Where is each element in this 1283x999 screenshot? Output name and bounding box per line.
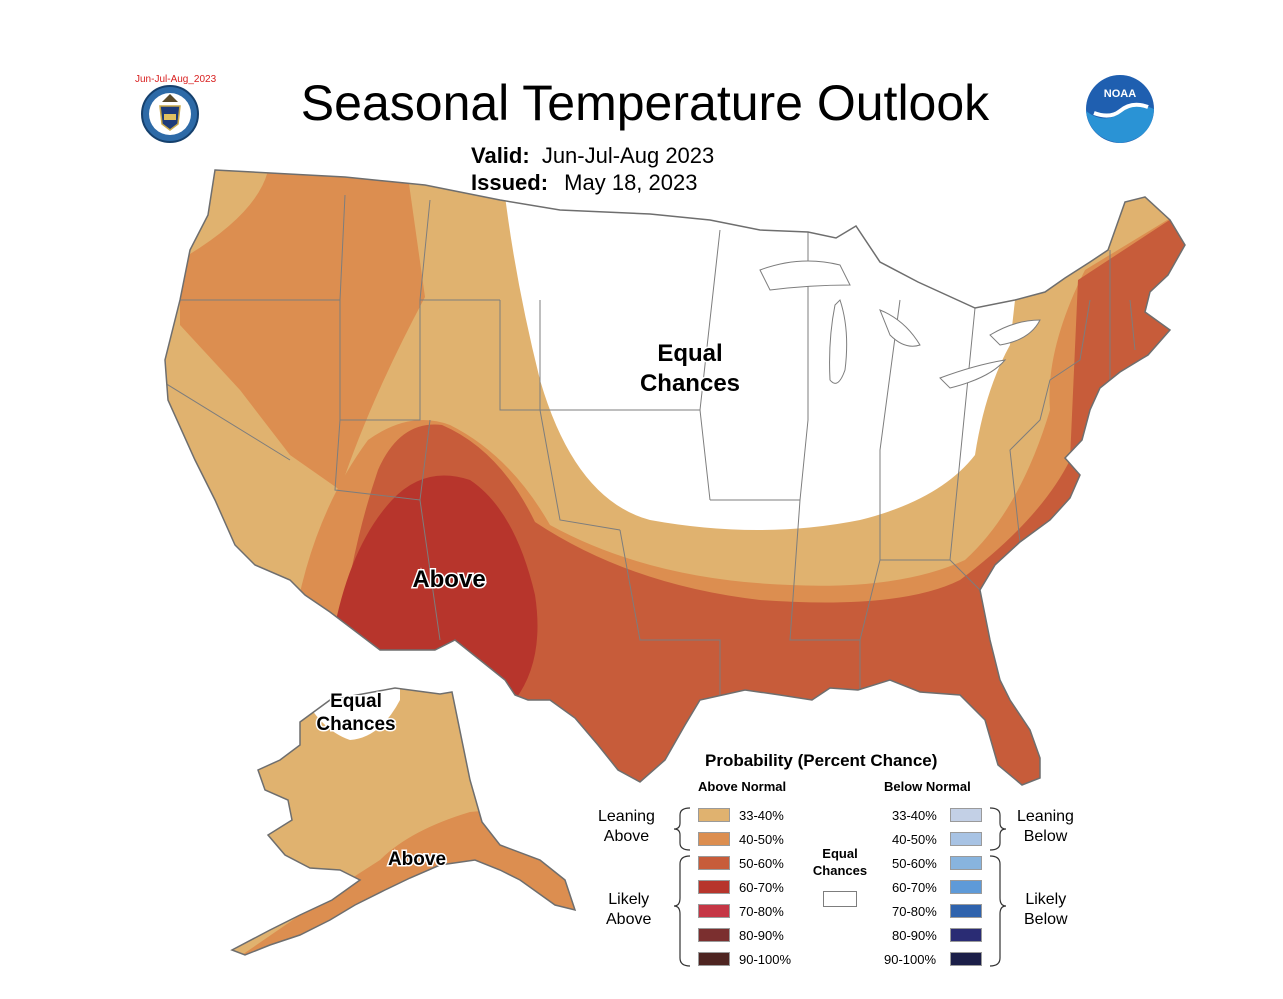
swatch-below-90-100 (950, 952, 982, 966)
likely-above-line1: Likely (608, 891, 650, 908)
zone-above-40-50-west (180, 170, 425, 490)
leaning-above-line1: Leaning (598, 808, 655, 825)
likely-below-line1: Likely (1025, 891, 1067, 908)
swatch-equal-chances (823, 891, 857, 907)
swatch-above-90-100 (698, 952, 730, 966)
brace-likely-above (673, 855, 691, 967)
season-stamp: Jun-Jul-Aug_2023 (135, 74, 217, 85)
pct-above-4: 60-70% (739, 880, 784, 895)
pct-above-5: 70-80% (739, 904, 784, 919)
swatch-below-70-80 (950, 904, 982, 918)
legend-equal-line1: Equal (822, 846, 858, 861)
legend-title: Probability (Percent Chance) (705, 751, 938, 770)
swatch-below-33-40 (950, 808, 982, 822)
pct-below-5: 70-80% (892, 904, 937, 919)
legend-above-header: Above Normal (698, 779, 787, 794)
brace-likely-below (989, 855, 1007, 967)
swatch-above-80-90 (698, 928, 730, 942)
pct-below-1: 33-40% (892, 808, 937, 823)
swatch-above-70-80 (698, 904, 730, 918)
leaning-above-line2: Above (603, 828, 650, 845)
leaning-below-line2: Below (1023, 828, 1068, 845)
alaska-outline (230, 687, 577, 956)
swatch-above-60-70 (698, 880, 730, 894)
swatch-below-40-50 (950, 832, 982, 846)
label-above: Above (412, 566, 485, 593)
pct-below-2: 40-50% (892, 832, 937, 847)
swatch-below-80-90 (950, 928, 982, 942)
pct-above-6: 80-90% (739, 928, 784, 943)
legend-leaning-above: Leaning Above (598, 807, 655, 847)
valid-value: Jun-Jul-Aug 2023 (541, 143, 715, 168)
noaa-logo-icon: NOAA (1086, 75, 1154, 143)
legend-equal-line2: Chances (812, 863, 868, 878)
pct-above-7: 90-100% (739, 952, 792, 967)
legend-equal-label: Equal Chances (800, 845, 880, 879)
label-ak-equal-line1: Equal (330, 691, 382, 712)
pct-below-4: 60-70% (892, 880, 937, 895)
pct-above-3: 50-60% (739, 856, 784, 871)
swatch-below-60-70 (950, 880, 982, 894)
doc-seal-icon (141, 85, 199, 143)
swatch-above-40-50 (698, 832, 730, 846)
page-title: Seasonal Temperature Outlook (300, 75, 990, 131)
legend-below-header: Below Normal (884, 779, 971, 794)
conus-outline (164, 169, 1186, 786)
pct-below-3: 50-60% (892, 856, 937, 871)
pct-above-1: 33-40% (739, 808, 784, 823)
likely-below-line2: Below (1024, 911, 1068, 928)
swatch-below-50-60 (950, 856, 982, 870)
label-equal-line2: Chances (640, 370, 740, 397)
leaning-below-line1: Leaning (1017, 808, 1074, 825)
legend-likely-below: Likely Below (1024, 890, 1068, 930)
pct-above-2: 40-50% (739, 832, 784, 847)
great-lakes (759, 260, 1041, 389)
pct-below-6: 80-90% (892, 928, 937, 943)
likely-above-line2: Above (606, 911, 652, 928)
valid-line: Valid: Jun-Jul-Aug 2023 (471, 143, 714, 169)
issued-label: Issued: (471, 170, 549, 195)
label-ak-above: Above (388, 849, 446, 870)
label-ak-equal-line2: Chances (316, 714, 395, 735)
brace-leaning-below (989, 807, 1007, 851)
pct-below-7: 90-100% (884, 952, 937, 967)
swatch-above-33-40 (698, 808, 730, 822)
legend-leaning-below: Leaning Below (1017, 807, 1074, 847)
zone-above-60-70 (322, 475, 538, 785)
swatch-above-50-60 (698, 856, 730, 870)
state-lines (165, 194, 1136, 700)
brace-leaning-above (673, 807, 691, 851)
issued-line: Issued: May 18, 2023 (471, 170, 697, 196)
label-equal-line1: Equal (657, 340, 722, 367)
valid-label: Valid: (471, 143, 530, 168)
issued-value: May 18, 2023 (564, 170, 698, 195)
legend-likely-above: Likely Above (606, 890, 651, 930)
noaa-logo-text: NOAA (1104, 88, 1136, 100)
